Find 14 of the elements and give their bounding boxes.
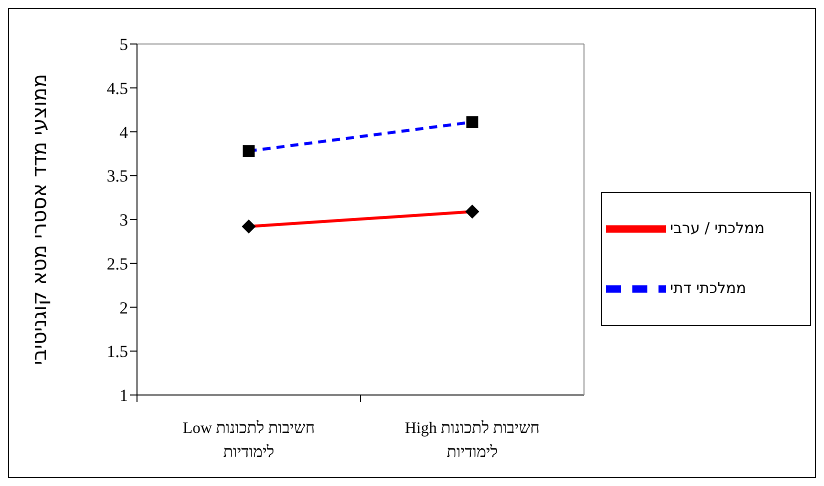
legend-label: ממלכתי דתי	[670, 279, 746, 298]
legend-label: ממלכתי / ערבי	[670, 219, 765, 238]
y-tick-label: 4.5	[106, 78, 128, 98]
y-tick-label: 1.5	[106, 342, 128, 362]
x-tick-label: חשיבות לתכונות Low לימודיות	[182, 419, 315, 461]
y-tick-label: 1	[120, 386, 128, 406]
y-tick-label: 5	[120, 35, 128, 54]
y-tick-label: 2	[120, 298, 128, 318]
y-axis-title: ממוצעי מדד אסטרי מטא קוגניטיבי	[27, 74, 52, 366]
y-tick-label: 4	[120, 122, 128, 142]
y-tick-label: 3	[120, 210, 128, 230]
x-tick-label: חשיבות לתכונות High לימודיות	[404, 419, 540, 461]
y-tick-label: 3.5	[106, 166, 128, 186]
y-tick-label: 2.5	[106, 254, 128, 274]
